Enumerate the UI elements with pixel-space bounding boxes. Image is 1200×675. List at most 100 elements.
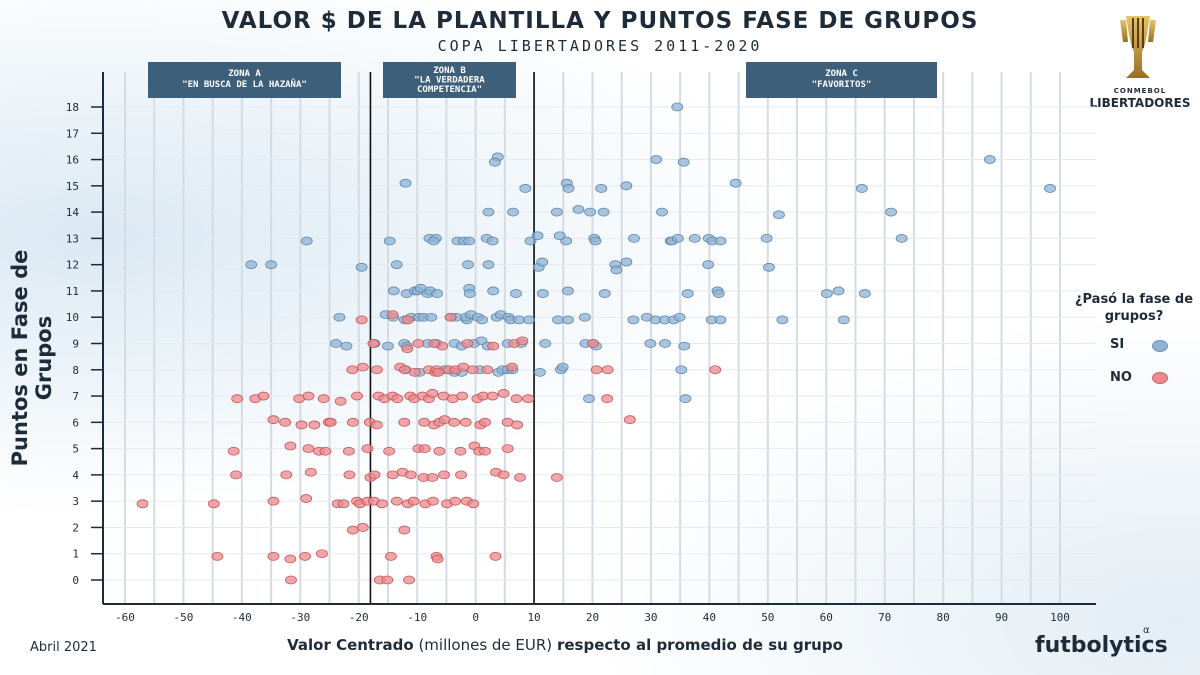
y-tick-label: 13 xyxy=(66,232,79,245)
data-point-si xyxy=(855,184,868,193)
libertadores-logo: CONMEBOL LIBERTADORES xyxy=(1090,12,1190,110)
data-point-si xyxy=(552,315,564,325)
data-point-no xyxy=(347,525,359,535)
data-point-no xyxy=(438,470,450,480)
data-point-no xyxy=(432,368,445,377)
x-tick-label: 80 xyxy=(937,611,950,624)
data-point-no xyxy=(418,444,431,454)
data-point-si xyxy=(589,236,602,246)
data-point-no xyxy=(308,420,321,430)
data-point-no xyxy=(709,365,722,375)
data-point-no xyxy=(267,496,280,506)
x-tick-label: 0 xyxy=(472,611,479,624)
data-point-si xyxy=(556,362,569,372)
data-point-si xyxy=(763,262,775,272)
data-point-no xyxy=(454,446,467,456)
data-point-si xyxy=(355,262,368,272)
data-point-si xyxy=(644,339,657,348)
data-point-no xyxy=(299,551,311,561)
data-point-no xyxy=(412,339,425,348)
data-point-no xyxy=(427,496,439,506)
data-point-no xyxy=(383,446,396,456)
data-point-si xyxy=(382,341,394,351)
data-point-si xyxy=(620,181,633,191)
data-point-si xyxy=(656,207,668,217)
data-point-no xyxy=(302,391,315,401)
data-point-no xyxy=(497,389,510,398)
data-point-no xyxy=(481,365,494,375)
data-point-si xyxy=(536,289,549,298)
legend-title: ¿Pasó la fase de grupos? xyxy=(1074,292,1194,324)
data-point-no xyxy=(489,551,502,561)
legend-item-si: SI xyxy=(1110,337,1124,352)
data-point-si xyxy=(333,312,346,322)
data-point-no xyxy=(386,470,399,480)
x-tick-label: -40 xyxy=(232,611,252,624)
data-point-si xyxy=(486,236,499,246)
data-point-no xyxy=(384,551,397,561)
data-point-no xyxy=(522,394,535,404)
y-axis-label: Puntos en Fase de Grupos xyxy=(8,249,56,467)
data-point-no xyxy=(284,441,297,451)
data-point-no xyxy=(337,499,350,509)
data-point-si xyxy=(597,207,610,217)
data-point-no xyxy=(317,394,330,404)
x-tick-label: -30 xyxy=(290,611,310,624)
x-axis-label: Valor Centrado (millones de EUR) respect… xyxy=(0,636,1130,654)
data-point-no xyxy=(505,362,518,372)
data-point-si xyxy=(536,257,549,267)
x-tick-label: 90 xyxy=(995,611,1008,624)
data-point-no xyxy=(230,470,242,480)
data-point-si xyxy=(714,236,727,246)
data-point-si xyxy=(820,289,833,298)
data-point-si xyxy=(300,236,313,246)
data-point-si xyxy=(489,157,501,167)
data-point-si xyxy=(534,368,546,377)
data-point-no xyxy=(448,417,460,427)
data-point-no xyxy=(351,391,363,401)
y-tick-label: 0 xyxy=(72,574,79,587)
series-no xyxy=(136,310,722,585)
x-tick-label: -20 xyxy=(349,611,369,624)
x-tick-label: 70 xyxy=(878,611,891,624)
data-point-no xyxy=(279,417,292,427)
data-point-no xyxy=(426,473,439,482)
data-point-si xyxy=(482,260,495,270)
data-point-si xyxy=(399,178,412,188)
data-point-no xyxy=(356,362,369,372)
series-si xyxy=(245,102,1056,404)
data-point-no xyxy=(267,551,280,561)
data-point-si xyxy=(677,157,690,167)
data-point-no xyxy=(497,470,510,480)
data-point-no xyxy=(390,496,403,506)
data-point-no xyxy=(433,446,446,456)
data-point-si xyxy=(675,365,688,375)
data-point-si xyxy=(620,257,633,267)
data-point-si xyxy=(773,210,785,220)
data-point-si xyxy=(714,315,727,325)
y-tick-label: 2 xyxy=(72,521,79,534)
data-point-no xyxy=(401,315,414,325)
x-tick-label: 30 xyxy=(644,611,657,624)
data-point-si xyxy=(431,289,443,298)
y-tick-label: 10 xyxy=(66,311,79,324)
data-point-no xyxy=(319,446,332,456)
data-point-no xyxy=(487,341,500,351)
data-point-no xyxy=(456,391,469,401)
data-point-no xyxy=(343,470,356,480)
data-point-si xyxy=(340,341,353,351)
data-point-no xyxy=(510,394,523,404)
chart-subtitle: COPA LIBERTADORES 2011-2020 xyxy=(437,37,763,55)
y-tick-label: 6 xyxy=(72,416,79,429)
data-point-si xyxy=(688,233,701,243)
y-tick-label: 8 xyxy=(72,364,79,377)
data-point-si xyxy=(832,286,845,296)
data-point-si xyxy=(673,312,686,322)
grid-vertical xyxy=(124,72,1061,604)
y-tick-label: 7 xyxy=(72,390,79,403)
data-point-no xyxy=(404,470,417,480)
data-point-si xyxy=(628,233,640,243)
legend-item-no: NO xyxy=(1110,370,1132,385)
data-point-si xyxy=(562,184,575,193)
